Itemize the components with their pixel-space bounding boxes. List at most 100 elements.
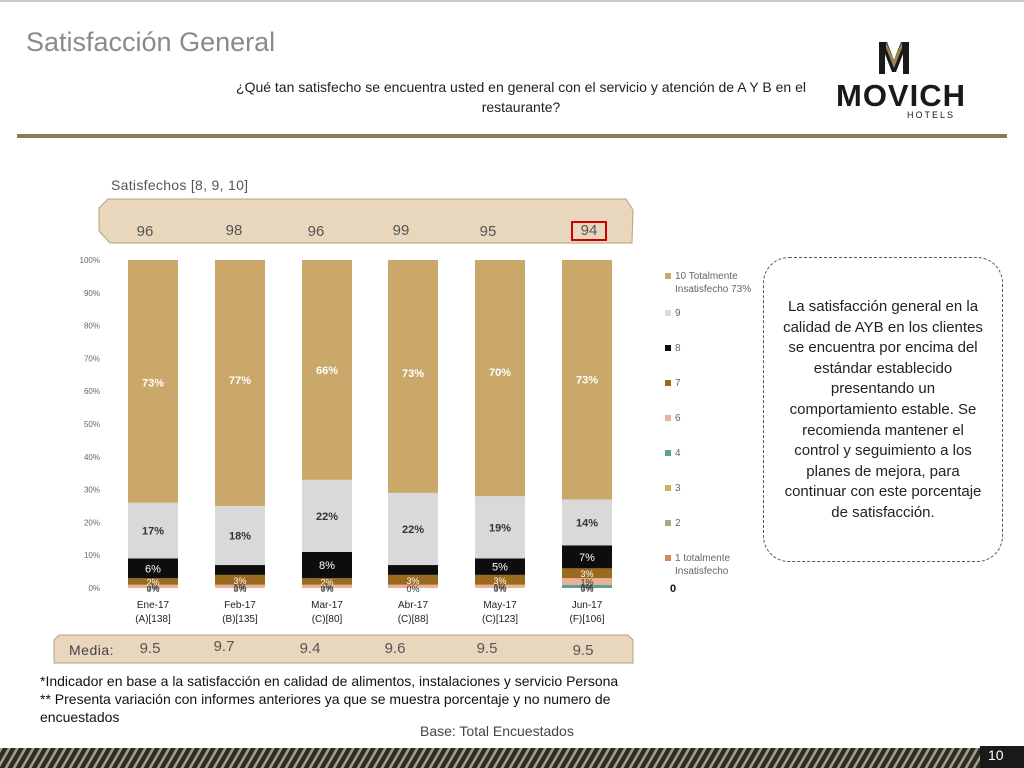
top-border (0, 0, 1024, 2)
y-tick-label: 30% (84, 486, 100, 495)
category-label: (A)[138] (135, 614, 171, 625)
y-tick-label: 0% (88, 584, 100, 593)
bar-segment (562, 584, 612, 588)
category-label: (B)[135] (222, 614, 258, 625)
legend-swatch (665, 380, 671, 386)
data-label: 0% (580, 584, 593, 594)
media-banner (53, 634, 634, 664)
bar-segment (475, 496, 525, 559)
legend-label: 1 totalmente Insatisfecho (675, 553, 731, 577)
category-label: Abr-17 (398, 600, 428, 611)
footnote-2: ** Presenta variación con informes anter… (40, 691, 611, 725)
category-label: Ene-17 (137, 600, 170, 611)
data-label: 0% (493, 584, 506, 594)
data-label: 0% (233, 584, 246, 594)
page-title: Satisfacción General (26, 27, 276, 57)
footnotes: *Indicador en base a la satisfacción en … (40, 672, 640, 726)
header-divider (17, 134, 1007, 138)
logo-sub: HOTELS (907, 110, 955, 120)
category-label: Jun-17 (572, 600, 603, 611)
y-tick-label: 20% (84, 518, 100, 527)
data-label: 1% (580, 577, 593, 587)
data-label: 0% (146, 584, 159, 594)
bar-segment (215, 506, 265, 566)
data-label: 5% (492, 562, 508, 574)
bar-segment (215, 260, 265, 506)
data-label: 3% (493, 576, 506, 586)
y-tick-label: 10% (84, 551, 100, 560)
legend-label: 6 (675, 413, 681, 424)
media-value-feb: 9.7 (213, 638, 235, 655)
media-value-ene: 9.5 (139, 640, 161, 657)
bar-segment (302, 479, 352, 552)
data-label: 70% (489, 367, 511, 379)
data-label: 22% (402, 524, 424, 536)
legend-label: 2 (675, 518, 681, 529)
legend-label: 10 Totalmente Insatisfecho 73% (675, 271, 752, 295)
bar-segment (562, 499, 612, 546)
y-tick-label: 100% (80, 256, 100, 265)
data-label: 18% (229, 531, 251, 543)
y-tick-label: 50% (84, 420, 100, 429)
data-label: 6% (145, 563, 161, 575)
y-tick-label: 60% (84, 387, 100, 396)
data-label: 1% (493, 582, 506, 592)
bar-segment (475, 260, 525, 497)
bar-segment (562, 545, 612, 569)
data-label: 0% (406, 584, 419, 594)
media-value-jun: 9.5 (572, 642, 594, 659)
category-label: (F)[106] (569, 614, 604, 625)
legend-swatch (665, 485, 671, 491)
data-label: 77% (229, 375, 251, 387)
y-tick-label: 70% (84, 354, 100, 363)
satisfied-value-mar: 96 (307, 223, 325, 240)
legend-label: 7 (675, 378, 681, 389)
bar-segment (128, 502, 178, 559)
category-label: (C)[80] (312, 614, 343, 625)
media-value-may: 9.5 (476, 640, 498, 657)
data-label: 3% (233, 576, 246, 586)
category-label: (C)[123] (482, 614, 518, 625)
legend-label: 3 (675, 483, 681, 494)
legend-swatch (665, 310, 671, 316)
bar-segment (388, 574, 438, 585)
movich-logo: MOVICH HOTELS (836, 42, 965, 120)
legend-label: 4 (675, 448, 681, 459)
data-label: 22% (316, 511, 338, 523)
satisfied-value-jun: 94 (580, 222, 598, 239)
legend-extra-value: 0 (670, 583, 677, 595)
bar-segment (302, 578, 352, 585)
bar-segment (128, 260, 178, 503)
survey-question: ¿Qué tan satisfecho se encuentra usted e… (236, 79, 806, 115)
bar-segment (562, 260, 612, 500)
data-label: 1% (580, 582, 593, 592)
bar-segment (475, 584, 525, 588)
y-tick-label: 90% (84, 289, 100, 298)
media-value-mar: 9.4 (299, 640, 321, 657)
data-label: 1% (320, 582, 333, 592)
bar-segment (388, 584, 438, 588)
satisfied-highlight-box (571, 221, 607, 241)
satisfied-value-feb: 98 (225, 222, 243, 239)
data-label: 73% (142, 378, 164, 390)
satisfied-value-may: 95 (479, 223, 497, 240)
data-label: 2% (320, 577, 333, 587)
bar-segment (302, 584, 352, 588)
data-label: 8% (319, 560, 335, 572)
data-label: 73% (402, 368, 424, 380)
bar-segment (215, 565, 265, 575)
bar-segment (302, 260, 352, 480)
bar-segment (562, 578, 612, 585)
data-label: 2% (146, 577, 159, 587)
data-label: 17% (142, 526, 164, 538)
y-tick-label: 40% (84, 453, 100, 462)
media-label: Media: (69, 642, 115, 658)
category-label: Feb-17 (224, 600, 256, 611)
legend-swatch (665, 273, 671, 279)
bar-segment (475, 558, 525, 575)
callout-text: La satisfacción general en la calidad de… (783, 298, 983, 521)
satisfied-label: Satisfechos [8, 9, 10] (111, 177, 249, 193)
legend-swatch (665, 555, 671, 561)
bar-segment (128, 578, 178, 585)
satisfied-value-abr: 99 (392, 222, 410, 239)
